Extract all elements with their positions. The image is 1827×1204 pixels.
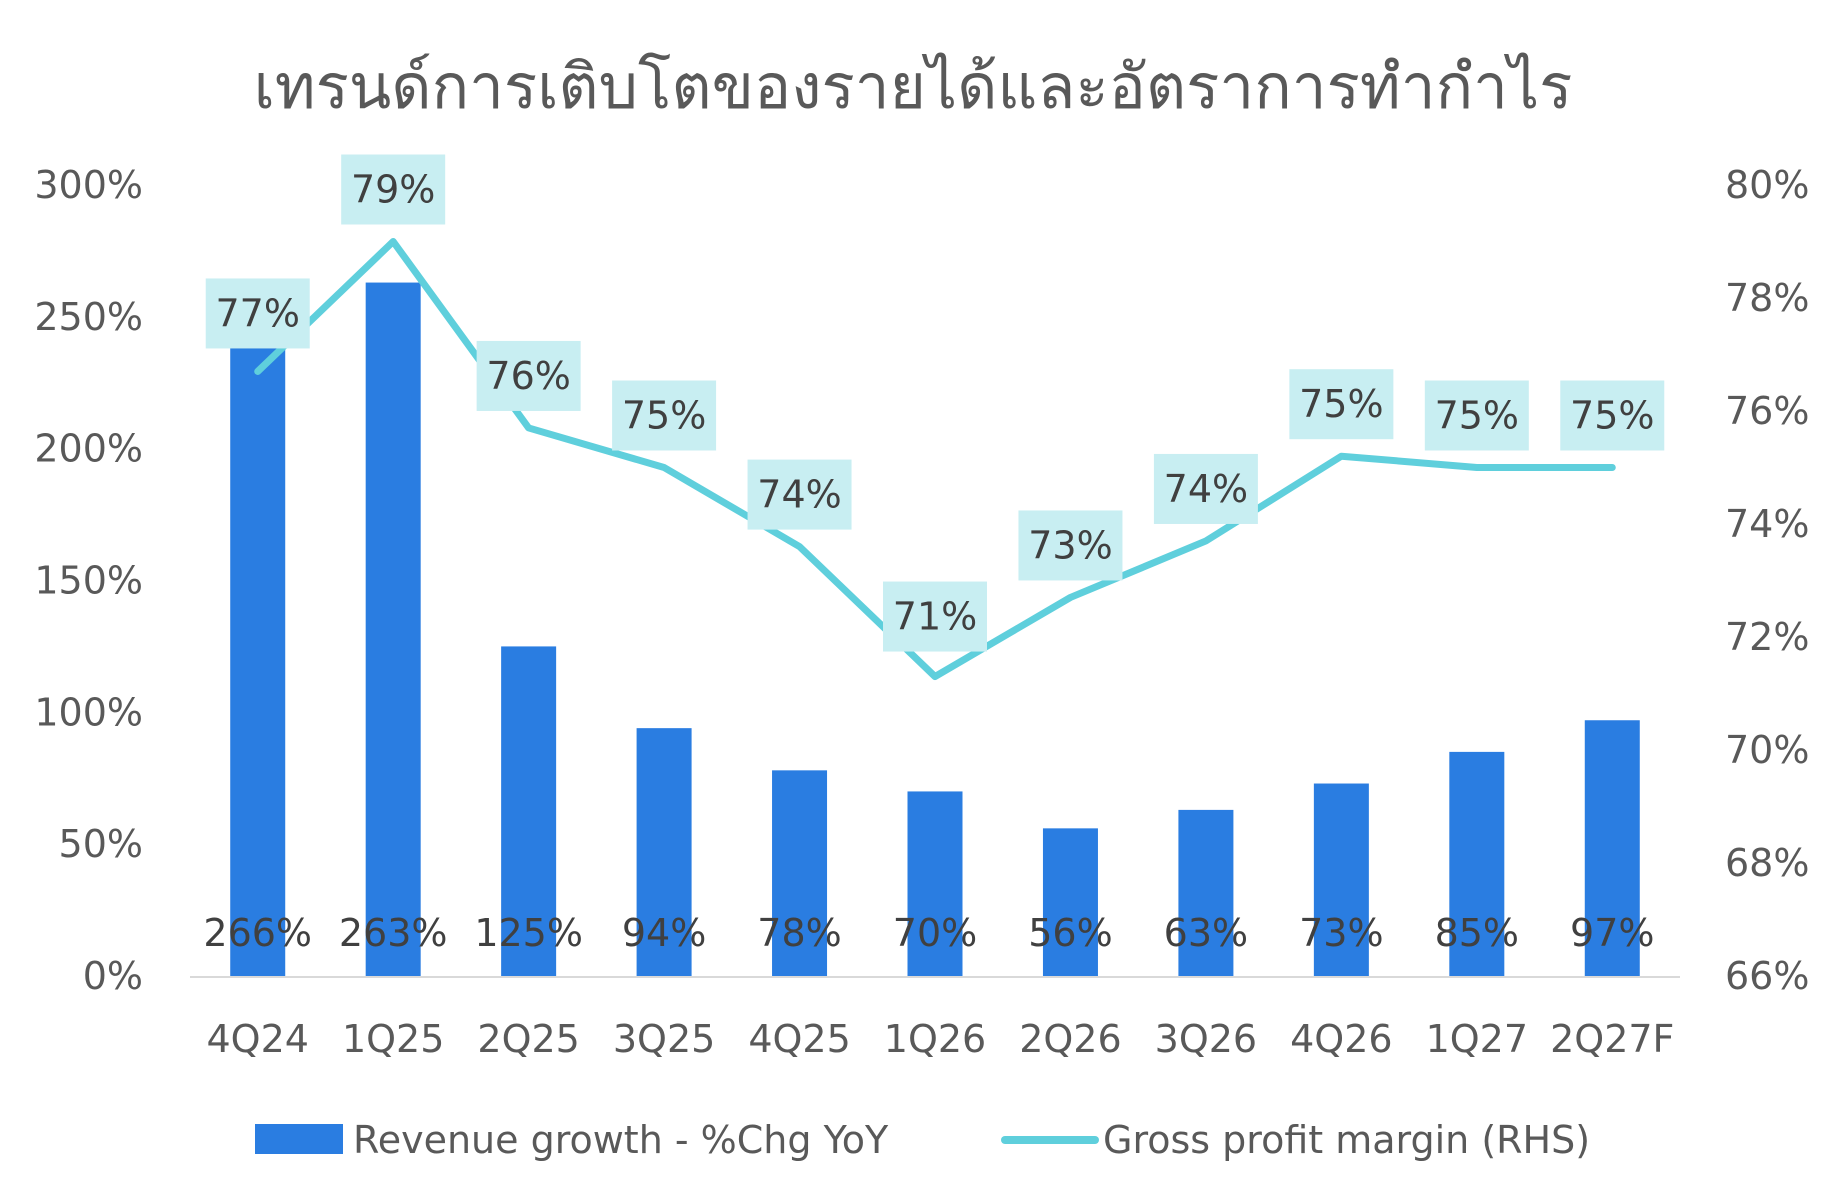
bar-data-label: 266% — [203, 911, 312, 955]
line-label-text: 79% — [351, 168, 435, 212]
line-label-text: 76% — [486, 354, 570, 398]
line-label-text: 74% — [1164, 467, 1248, 511]
bar-data-label: 263% — [339, 911, 448, 955]
bar — [772, 770, 828, 976]
line-label-box — [1018, 510, 1123, 581]
bar — [501, 646, 557, 976]
left-axis-tick-label: 150% — [34, 559, 143, 603]
bar-data-label: 78% — [757, 911, 841, 955]
bar — [230, 343, 286, 976]
line-data-label: 75% — [1289, 369, 1394, 440]
bar — [636, 728, 692, 976]
x-axis-tick-label: 2Q25 — [477, 1017, 579, 1061]
right-axis-tick-label: 66% — [1725, 954, 1809, 998]
bar-series — [230, 282, 1640, 977]
chart-title: เทรนด์การเติบโตของรายได้และอัตราการทำกำไ… — [254, 50, 1573, 123]
line-label-box — [612, 380, 717, 451]
legend-bar-swatch — [255, 1124, 343, 1154]
bar-data-label: 125% — [474, 911, 583, 955]
x-axis-tick-label: 1Q26 — [884, 1017, 986, 1061]
line-label-text: 74% — [757, 473, 841, 517]
bar — [1042, 828, 1098, 976]
line-data-label: 77% — [205, 278, 310, 349]
right-axis-tick-label: 74% — [1725, 502, 1809, 546]
x-axis-tick-label: 3Q26 — [1155, 1017, 1257, 1061]
line-label-box — [476, 340, 581, 411]
x-axis-tick-label: 1Q27 — [1426, 1017, 1528, 1061]
line-label-text: 73% — [1028, 523, 1112, 567]
line-data-label: 74% — [1153, 453, 1258, 524]
x-axis-tick-label: 1Q25 — [342, 1017, 444, 1061]
line-label-box — [1424, 380, 1529, 451]
line-label-box — [205, 278, 310, 349]
right-axis: 66% 68% 70% 72% 74% 76% 78% 80% — [1725, 163, 1809, 998]
line-data-label: 75% — [612, 380, 717, 451]
line-label-text: 75% — [622, 394, 706, 438]
left-axis-tick-label: 250% — [34, 295, 143, 339]
line-label-text: 77% — [215, 291, 299, 335]
bar-data-label: 63% — [1164, 911, 1248, 955]
left-axis-tick-label: 100% — [34, 690, 143, 734]
line-label-box — [1560, 380, 1665, 451]
bar-data-label: 73% — [1299, 911, 1383, 955]
bar-data-label: 97% — [1570, 911, 1654, 955]
legend-line-label: Gross profit margin (RHS) — [1103, 1118, 1590, 1162]
line-label-text: 71% — [893, 595, 977, 639]
line-label-box — [747, 459, 852, 530]
bar — [1449, 751, 1505, 976]
right-axis-tick-label: 80% — [1725, 163, 1809, 207]
x-axis: 4Q24 1Q25 2Q25 3Q25 4Q25 1Q26 2Q26 3Q26 4Q26 1Q27… — [207, 1017, 1675, 1061]
line-data-label: 71% — [883, 581, 987, 652]
left-axis: 0% 50% 100% 150% 200% 250% 300% — [34, 163, 143, 998]
line-data-label: 76% — [476, 340, 581, 411]
line-label-box — [1289, 369, 1394, 440]
x-axis-tick-label: 2Q27F — [1550, 1017, 1674, 1061]
legend-bar-label: Revenue growth - %Chg YoY — [353, 1118, 889, 1162]
bar-data-label: 85% — [1435, 911, 1519, 955]
left-axis-tick-label: 200% — [34, 427, 143, 471]
x-axis-tick-label: 2Q26 — [1019, 1017, 1121, 1061]
line-data-label: 75% — [1424, 380, 1529, 451]
line-label-text: 75% — [1435, 394, 1519, 438]
bar-data-labels: 266% 263% 125% 94% 78% 70% 56% 63% 73% 85% 97% — [203, 911, 1654, 955]
line-data-label: 79% — [341, 154, 446, 225]
line-label-box — [341, 154, 446, 225]
line-label-text: 75% — [1299, 382, 1383, 426]
left-axis-tick-label: 300% — [34, 163, 143, 207]
bar — [365, 282, 421, 977]
bar — [1178, 809, 1234, 976]
x-axis-tick-label: 4Q24 — [207, 1017, 309, 1061]
bar — [1313, 783, 1369, 976]
right-axis-tick-label: 78% — [1725, 276, 1809, 320]
right-axis-tick-label: 68% — [1725, 841, 1809, 885]
legend: Revenue growth - %Chg YoY Gross profit ma… — [255, 1118, 1590, 1162]
left-axis-tick-label: 0% — [83, 954, 143, 998]
bar-data-label: 70% — [893, 911, 977, 955]
bar-data-label: 56% — [1028, 911, 1112, 955]
x-axis-tick-label: 4Q26 — [1290, 1017, 1392, 1061]
right-axis-tick-label: 72% — [1725, 615, 1809, 659]
bar-data-label: 94% — [622, 911, 706, 955]
line-label-box — [1153, 453, 1258, 524]
line-data-label: 75% — [1560, 380, 1665, 451]
line-data-label: 74% — [747, 459, 852, 530]
bar — [907, 791, 963, 976]
right-axis-tick-label: 76% — [1725, 389, 1809, 433]
bar — [1584, 720, 1640, 976]
right-axis-tick-label: 70% — [1725, 728, 1809, 772]
x-axis-tick-label: 3Q25 — [613, 1017, 715, 1061]
line-label-box — [883, 581, 987, 652]
line-label-text: 75% — [1570, 394, 1654, 438]
line-data-labels: 77% 79% 76% 75% 74% 71% 73% 74% 75% 75% 75% — [205, 154, 1665, 652]
line-data-label: 73% — [1018, 510, 1123, 581]
x-axis-tick-label: 4Q25 — [748, 1017, 850, 1061]
left-axis-tick-label: 50% — [59, 822, 143, 866]
